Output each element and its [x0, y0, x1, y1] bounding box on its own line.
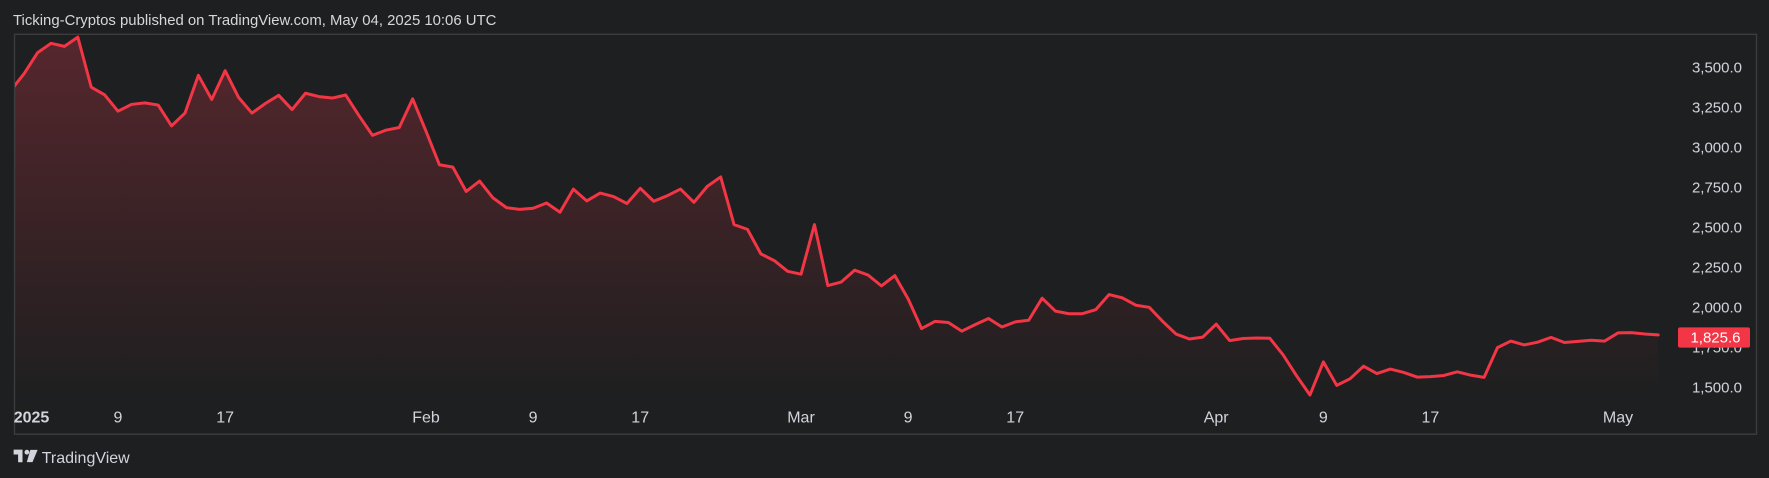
svg-text:1,500.0: 1,500.0	[1692, 379, 1742, 396]
svg-text:9: 9	[529, 409, 538, 426]
svg-text:2025: 2025	[14, 409, 50, 426]
svg-text:TradingView: TradingView	[42, 450, 130, 467]
svg-text:Ticking-Cryptos published on T: Ticking-Cryptos published on TradingView…	[13, 13, 497, 29]
svg-text:2,000.0: 2,000.0	[1692, 299, 1742, 316]
svg-text:9: 9	[1319, 409, 1328, 426]
svg-text:9: 9	[904, 409, 913, 426]
svg-text:Feb: Feb	[412, 409, 440, 426]
svg-text:17: 17	[1006, 409, 1024, 426]
svg-text:May: May	[1603, 409, 1633, 426]
svg-text:17: 17	[216, 409, 234, 426]
svg-text:17: 17	[631, 409, 649, 426]
svg-text:2,750.0: 2,750.0	[1692, 179, 1742, 196]
svg-text:3,500.0: 3,500.0	[1692, 59, 1742, 76]
svg-text:2,500.0: 2,500.0	[1692, 219, 1742, 236]
svg-text:1,825.6: 1,825.6	[1690, 329, 1740, 346]
svg-text:9: 9	[114, 409, 123, 426]
svg-text:2,250.0: 2,250.0	[1692, 259, 1742, 276]
svg-text:3,250.0: 3,250.0	[1692, 99, 1742, 116]
svg-text:Apr: Apr	[1204, 409, 1230, 426]
svg-text:17: 17	[1422, 409, 1440, 426]
svg-text:3,000.0: 3,000.0	[1692, 139, 1742, 156]
svg-text:Mar: Mar	[787, 409, 815, 426]
